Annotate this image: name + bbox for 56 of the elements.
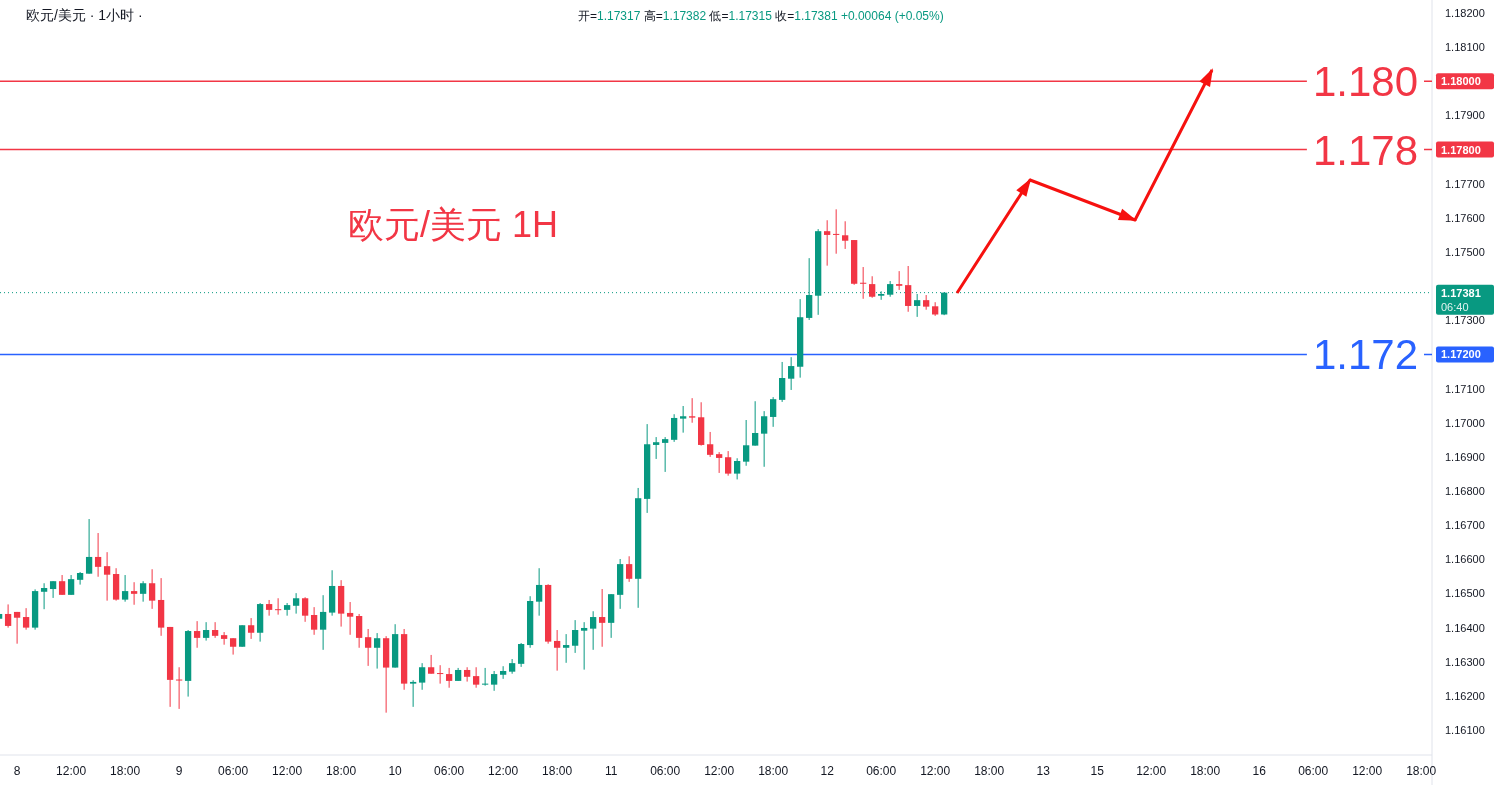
xtick: 06:00 — [650, 764, 681, 778]
annotation: 1.172 — [1312, 331, 1418, 379]
xtick: 18:00 — [1406, 764, 1437, 778]
title: 欧元/美元 · 1小时 · — [26, 7, 143, 23]
ytick: 1.17600 — [1445, 211, 1485, 224]
xtick: 18:00 — [542, 764, 573, 778]
xtick: 12:00 — [272, 764, 303, 778]
annotation: 1.180 — [1312, 58, 1418, 106]
xtick: 18:00 — [110, 764, 141, 778]
ytick: 1.18200 — [1445, 7, 1485, 19]
annotation: 1.178 — [1312, 126, 1418, 174]
xtick: 12:00 — [920, 764, 951, 778]
ytick: 1.17700 — [1445, 177, 1485, 190]
xtick: 9 — [175, 764, 183, 778]
xtick: 12:00 — [1136, 764, 1167, 778]
ytick: 1.16900 — [1445, 450, 1485, 463]
ref-label: 06:40 — [1441, 300, 1469, 313]
subtitle: 开=1.17317 高=1.17382 低=1.17315 收=1.17381 +0.00064 (+0.05%) — [578, 9, 944, 23]
ytick: 1.17300 — [1445, 314, 1485, 327]
ref-label: 1.17800 — [1441, 143, 1481, 156]
xtick: 11 — [604, 764, 618, 778]
xtick: 06:00 — [218, 764, 249, 778]
annotation: 欧元/美元 1H — [348, 204, 559, 245]
xtick: 15 — [1090, 764, 1104, 778]
xtick: 18:00 — [1190, 764, 1221, 778]
ytick: 1.17000 — [1445, 416, 1485, 429]
ytick: 1.16800 — [1445, 485, 1485, 498]
xtick: 06:00 — [434, 764, 465, 778]
xtick: 8 — [13, 764, 21, 778]
ytick: 1.17500 — [1445, 246, 1485, 258]
xtick: 12:00 — [1352, 764, 1383, 778]
ytick: 1.17900 — [1445, 109, 1485, 122]
xtick: 10 — [388, 764, 402, 778]
xtick: 18:00 — [974, 764, 1005, 778]
ytick: 1.16500 — [1445, 587, 1485, 600]
ytick: 1.16100 — [1445, 724, 1485, 737]
ytick: 1.17100 — [1445, 382, 1485, 395]
xtick: 06:00 — [1298, 764, 1329, 778]
xtick: 12:00 — [488, 764, 519, 778]
xtick: 16 — [1252, 764, 1266, 778]
ytick: 1.16300 — [1445, 655, 1485, 668]
xtick: 12 — [820, 764, 834, 778]
xtick: 13 — [1036, 764, 1050, 778]
ytick: 1.16200 — [1445, 689, 1485, 702]
xtick: 18:00 — [758, 764, 789, 778]
ref-label: 1.17381 — [1441, 286, 1481, 299]
xtick: 12:00 — [56, 764, 87, 778]
ref-label: 1.18000 — [1441, 75, 1481, 88]
ytick: 1.16700 — [1445, 519, 1485, 532]
xtick: 06:00 — [866, 764, 897, 778]
ytick: 1.16400 — [1445, 621, 1485, 634]
ref-label: 1.17200 — [1441, 348, 1481, 361]
xtick: 12:00 — [704, 764, 735, 778]
xtick: 18:00 — [326, 764, 357, 778]
ytick: 1.16600 — [1445, 553, 1485, 566]
ytick: 1.18100 — [1445, 41, 1485, 54]
